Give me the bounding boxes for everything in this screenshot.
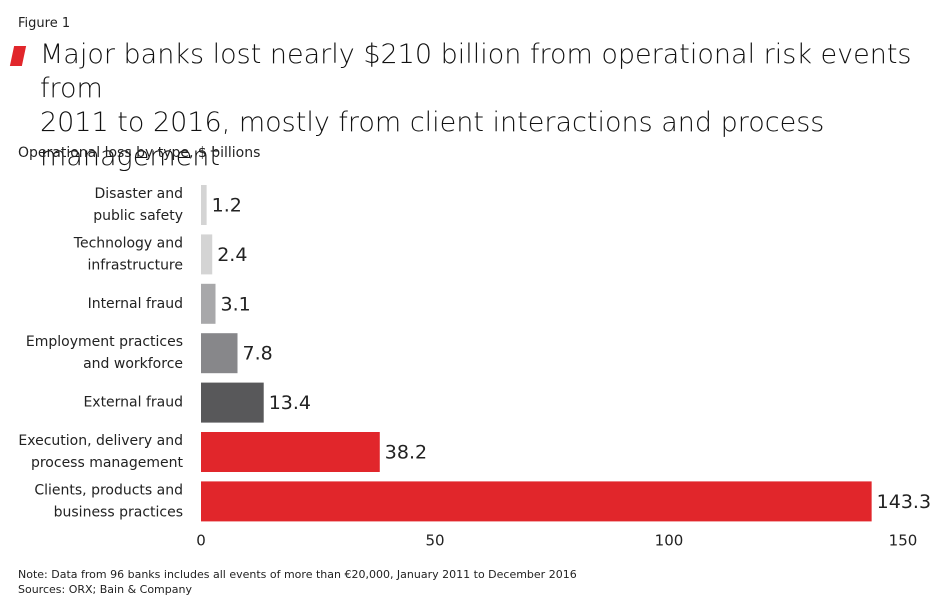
y-tick-label: Employment practices and workforce — [26, 334, 183, 372]
figure-label: Figure 1 — [18, 16, 71, 31]
value-label: 13.4 — [269, 392, 311, 414]
bar — [201, 432, 380, 472]
y-tick-label: External fraud — [83, 395, 183, 411]
x-tick-label: 150 — [889, 532, 918, 550]
value-label: 7.8 — [243, 343, 273, 365]
y-tick-label: Clients, products and business practices — [34, 482, 183, 520]
y-tick-label: Technology and infrastructure — [73, 235, 183, 273]
y-tick-label: Internal fraud — [88, 296, 183, 312]
bar — [201, 382, 264, 423]
bar — [201, 333, 238, 374]
x-tick-label: 50 — [425, 532, 444, 550]
bar — [201, 481, 872, 522]
note: Note: Data from 96 banks includes all ev… — [18, 568, 577, 581]
y-tick-label: Execution, delivery and process managemen… — [18, 433, 183, 471]
chart-subtitle: Operational loss by type, $ billions — [18, 145, 261, 161]
bar — [201, 234, 213, 275]
bar — [201, 283, 216, 324]
value-label: 2.4 — [217, 244, 247, 266]
y-tick-label: Disaster and public safety — [93, 186, 183, 224]
x-tick-label: 100 — [655, 532, 684, 550]
sources: Sources: ORX; Bain & Company — [18, 583, 192, 596]
value-label: 1.2 — [212, 195, 242, 217]
bar — [201, 185, 207, 225]
value-label: 38.2 — [385, 442, 427, 464]
value-label: 143.3 — [877, 491, 931, 513]
x-tick-label: 0 — [196, 532, 206, 550]
chart-title: Major banks lost nearly $210 billion fro… — [40, 39, 912, 172]
value-label: 3.1 — [221, 293, 251, 315]
